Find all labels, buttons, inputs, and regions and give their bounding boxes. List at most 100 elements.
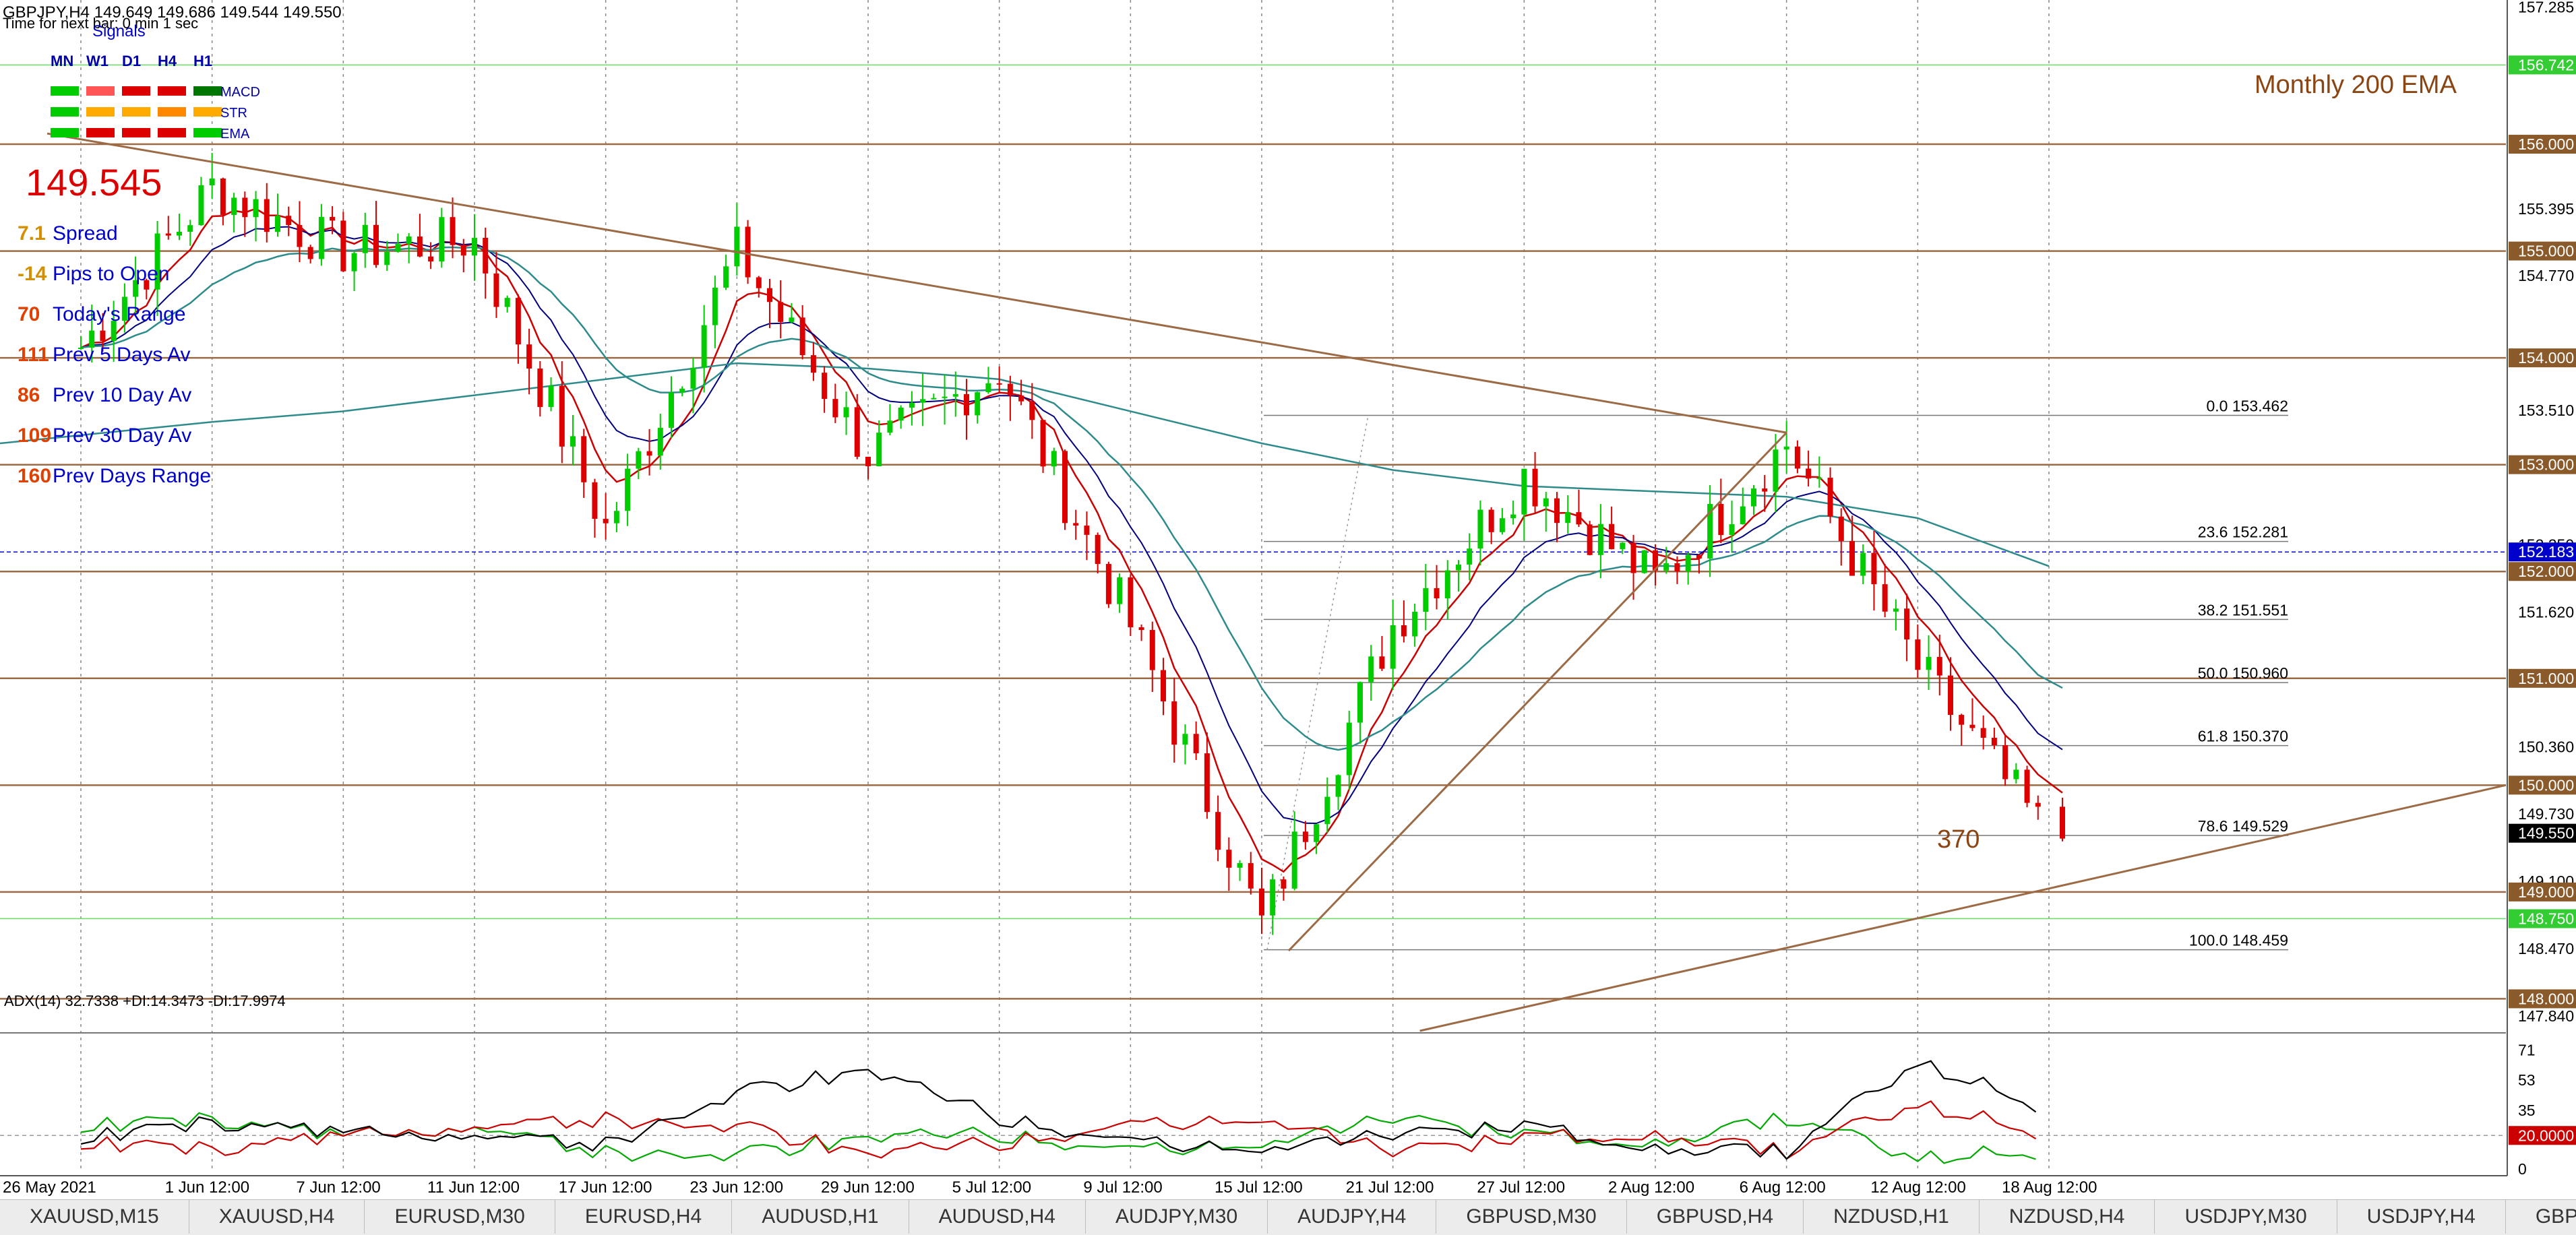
price-tag-label: 153.000 [2518, 456, 2574, 474]
price-tag [2509, 909, 2576, 928]
candle-body [603, 519, 609, 524]
chart-background [0, 0, 2576, 1199]
symbol-tab[interactable]: USDJPY,M30 [2155, 1200, 2337, 1234]
adx-minus-di-line [80, 1100, 2037, 1160]
candle-body [1816, 478, 1822, 480]
bid-price: 149.545 [26, 161, 162, 203]
candle-body [177, 231, 182, 236]
chart-canvas[interactable]: 0.0 153.462 23.6 152.281 38.2 151.551 50.0 … [0, 0, 2576, 1199]
candle-body [1838, 516, 1844, 541]
candle-body [636, 451, 642, 469]
signal-timeframe: D1 [122, 53, 141, 69]
fib-anchor-line [1266, 415, 1369, 950]
time-axis-label: 7 Jun 12:00 [296, 1178, 380, 1197]
candle-body [1379, 656, 1385, 669]
candle-body [1128, 577, 1134, 627]
symbol-tab[interactable]: AUDUSD,H4 [909, 1200, 1086, 1234]
signal-row-label: MACD [220, 85, 260, 100]
adx-axis-label: 20.0000 [2518, 1127, 2574, 1144]
candlesticks [78, 152, 2065, 935]
candle-body [1171, 701, 1177, 745]
symbol-tab[interactable]: GBPUSD,M30 [1436, 1200, 1627, 1234]
signal-cell [86, 128, 115, 137]
symbol-tab[interactable]: GBPJPY,M30 [2506, 1200, 2576, 1234]
candle-body [133, 280, 139, 297]
candle-body [625, 468, 631, 511]
trendline [1419, 784, 2507, 1032]
candle-body [1467, 548, 1473, 565]
adx-panel [0, 1060, 2506, 1164]
candle-body [1554, 498, 1560, 524]
stat-value: 86 [18, 384, 40, 406]
price-tag-label: 148.000 [2518, 990, 2574, 1007]
symbol-tab[interactable]: GBPUSD,H4 [1627, 1200, 1804, 1234]
candle-body [384, 251, 390, 265]
candle-body [799, 317, 805, 356]
chart-title: GBPJPY,H4 149.649 149.686 149.544 149.55… [3, 3, 342, 22]
candle-body [1149, 629, 1155, 670]
candle-body [876, 433, 882, 467]
candle-body [778, 302, 784, 322]
candle-body [1783, 446, 1789, 450]
time-axis-label: 6 Aug 12:00 [1740, 1178, 1826, 1197]
symbol-tab[interactable]: XAUUSD,H4 [189, 1200, 365, 1234]
candle-body [952, 393, 958, 397]
candle-body [1357, 682, 1363, 723]
candle-body [1138, 627, 1144, 630]
candle-body [1215, 812, 1221, 850]
candle-body [931, 398, 937, 400]
candle-body [1609, 524, 1615, 550]
symbol-tab[interactable]: USDJPY,H4 [2337, 1200, 2506, 1234]
symbol-tab[interactable]: AUDJPY,H4 [1268, 1200, 1437, 1234]
candle-body [1368, 656, 1374, 683]
symbol-tab[interactable]: NZDUSD,H4 [1980, 1200, 2155, 1234]
price-axis-label: 151.620 [2518, 603, 2574, 621]
candle-body [264, 199, 270, 232]
symbol-tab[interactable]: EURUSD,H4 [555, 1200, 733, 1234]
price-axis-label: 150.360 [2518, 738, 2574, 755]
time-axis-label: 26 May 2021 [3, 1178, 96, 1197]
symbol-tab[interactable]: XAUUSD,M15 [0, 1200, 189, 1234]
candle-body [395, 243, 401, 252]
candle-body [756, 277, 762, 288]
candle-body [701, 325, 707, 368]
signals-widget: MN W1 D1 H4 H1 MACD STR EMA [51, 53, 260, 141]
time-axis-label: 21 Jul 12:00 [1346, 1178, 1434, 1197]
candle-body [581, 436, 587, 482]
stat-label: Prev 10 Day Av [53, 384, 191, 406]
candle-body [1630, 542, 1636, 573]
candle-body [472, 238, 477, 256]
candle-body [822, 373, 828, 400]
fib-level-label: 23.6 152.281 [2198, 524, 2288, 541]
symbol-tab[interactable]: AUDJPY,M30 [1086, 1200, 1268, 1234]
symbol-tab[interactable]: AUDUSD,H1 [732, 1200, 909, 1234]
candle-body [592, 482, 598, 519]
symbol-tab[interactable]: NZDUSD,H1 [1804, 1200, 1980, 1234]
candle-body [734, 226, 740, 267]
adx-level-tag [2509, 1126, 2576, 1145]
candle-body [1597, 524, 1603, 555]
price-tag-label: 156.742 [2518, 56, 2574, 73]
time-axis-label: 9 Jul 12:00 [1083, 1178, 1162, 1197]
price-tag [2509, 989, 2576, 1009]
candle-body [1849, 540, 1855, 576]
candle-body [406, 236, 412, 244]
price-tag [2509, 348, 2576, 368]
candle-body [2002, 745, 2008, 780]
stat-label: Prev Days Range [53, 465, 211, 487]
signal-row-label: EMA [220, 127, 250, 141]
candle-body [909, 402, 915, 408]
candle-body [1948, 675, 1953, 716]
candle-body [920, 399, 926, 403]
fib-level-label: 100.0 148.459 [2189, 932, 2288, 949]
candle-body [1434, 588, 1440, 599]
candle-body [187, 225, 193, 232]
candle-body [1095, 534, 1101, 565]
symbol-tab[interactable]: EURUSD,M30 [365, 1200, 555, 1234]
trendline [1287, 432, 1787, 952]
candle-body [373, 224, 379, 265]
candle-body [220, 178, 226, 215]
candle-body [351, 253, 357, 272]
adx-axis-label: 35 [2518, 1102, 2536, 1119]
candle-body [865, 456, 871, 467]
